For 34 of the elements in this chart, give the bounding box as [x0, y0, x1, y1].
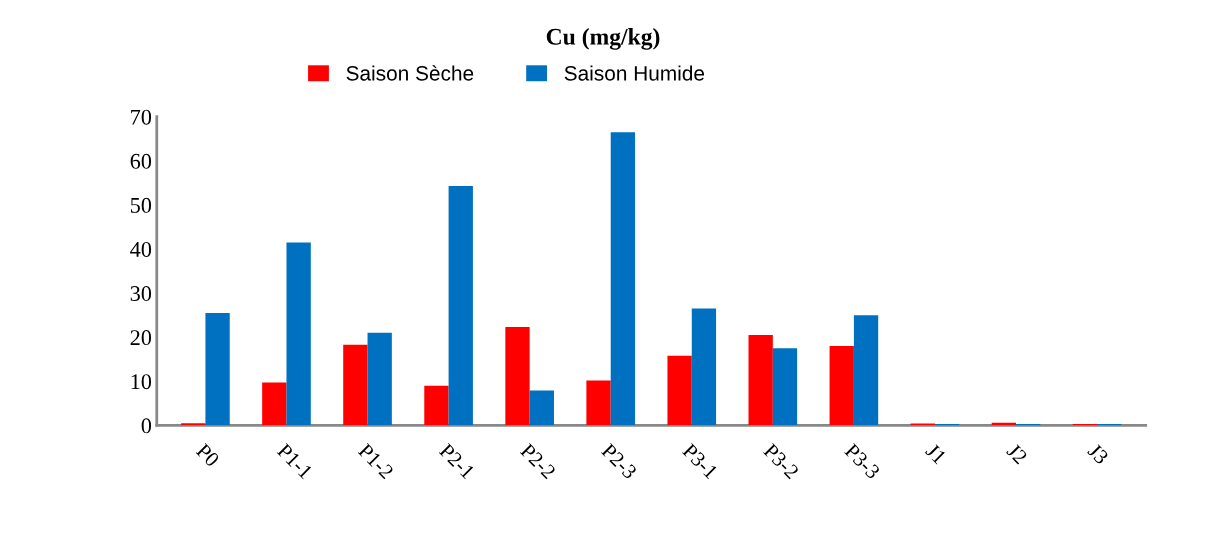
- y-tick-label: 20: [130, 330, 152, 346]
- y-tick-label: 70: [131, 109, 152, 125]
- bar: [286, 242, 311, 426]
- bar: [424, 385, 449, 426]
- bar: [829, 345, 854, 426]
- bar: [205, 312, 230, 426]
- x-tick-label: P0: [195, 442, 220, 468]
- bar: [610, 132, 636, 426]
- bar: [367, 332, 392, 426]
- chart-title: Cu (mg/kg): [546, 28, 660, 50]
- bar: [448, 185, 473, 426]
- x-tick-label: J1: [924, 442, 947, 465]
- bar: [667, 355, 692, 426]
- y-tick-label: 50: [130, 197, 152, 213]
- legend-label: Saison Humide: [564, 65, 705, 81]
- x-tick-label: J3: [1087, 442, 1110, 465]
- legend-label: Saison Sèche: [346, 65, 474, 81]
- bar: [748, 334, 773, 426]
- bar: [529, 390, 554, 426]
- x-tick-label: P3-3: [843, 442, 881, 480]
- y-tick-label: 60: [130, 153, 152, 169]
- bar: [586, 380, 611, 426]
- bar: [853, 315, 879, 426]
- y-tick-label: 30: [130, 286, 152, 302]
- y-tick-label: 0: [141, 418, 152, 434]
- bar: [505, 327, 530, 426]
- y-tick-label: 40: [130, 241, 152, 257]
- bar: [343, 344, 368, 426]
- bar: [772, 348, 798, 426]
- bar: [262, 382, 287, 426]
- x-tick-label: P2-3: [600, 442, 638, 480]
- x-tick-label: J2: [1005, 442, 1028, 465]
- bar: [691, 308, 717, 426]
- y-tick-label: 10: [131, 374, 152, 390]
